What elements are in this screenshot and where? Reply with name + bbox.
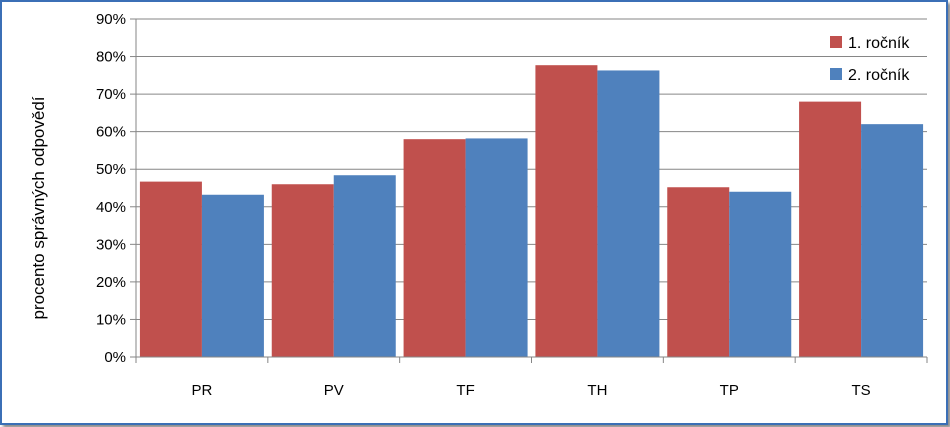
- y-tick-label: 70%: [96, 86, 126, 103]
- bar: [729, 191, 792, 357]
- y-tick-label: 30%: [96, 236, 126, 253]
- x-tick-label: PR: [191, 382, 212, 399]
- x-tick-label: TF: [456, 382, 474, 399]
- legend: 1. ročník 2. ročník: [830, 35, 910, 84]
- x-tick-label: TH: [587, 382, 607, 399]
- gridlines: [130, 18, 927, 358]
- bar: [139, 181, 202, 357]
- bar: [597, 70, 660, 357]
- legend-swatch: [830, 36, 842, 48]
- x-tick-labels: PR PV TF TH TP TS: [191, 382, 870, 399]
- y-tick-label: 10%: [96, 311, 126, 328]
- y-tick-label: 20%: [96, 274, 126, 291]
- y-tick-label: 0%: [104, 349, 126, 366]
- y-tick-label: 40%: [96, 199, 126, 216]
- bar: [201, 194, 264, 357]
- y-tick-label: 60%: [96, 124, 126, 141]
- bar: [667, 187, 730, 357]
- bar: [403, 139, 466, 357]
- legend-swatch: [830, 68, 842, 80]
- y-tick-label: 90%: [96, 11, 126, 28]
- y-tick-labels: 0% 10% 20% 30% 40% 50% 60% 70% 80% 90%: [96, 11, 126, 366]
- axes: [135, 19, 928, 363]
- y-tick-label: 80%: [96, 49, 126, 66]
- legend-label: 2. ročník: [848, 67, 910, 84]
- y-axis-label: procento správných odpovědí: [29, 96, 48, 319]
- bar: [271, 184, 334, 357]
- bars: [139, 65, 924, 358]
- bar: [465, 138, 528, 357]
- bar: [535, 65, 598, 358]
- x-tick-label: TP: [720, 382, 739, 399]
- legend-label: 1. ročník: [848, 35, 910, 52]
- bar: [799, 101, 862, 357]
- x-tick-label: PV: [324, 382, 344, 399]
- bar: [861, 124, 924, 358]
- y-tick-label: 50%: [96, 161, 126, 178]
- x-tick-label: TS: [851, 382, 870, 399]
- bar: [333, 175, 396, 357]
